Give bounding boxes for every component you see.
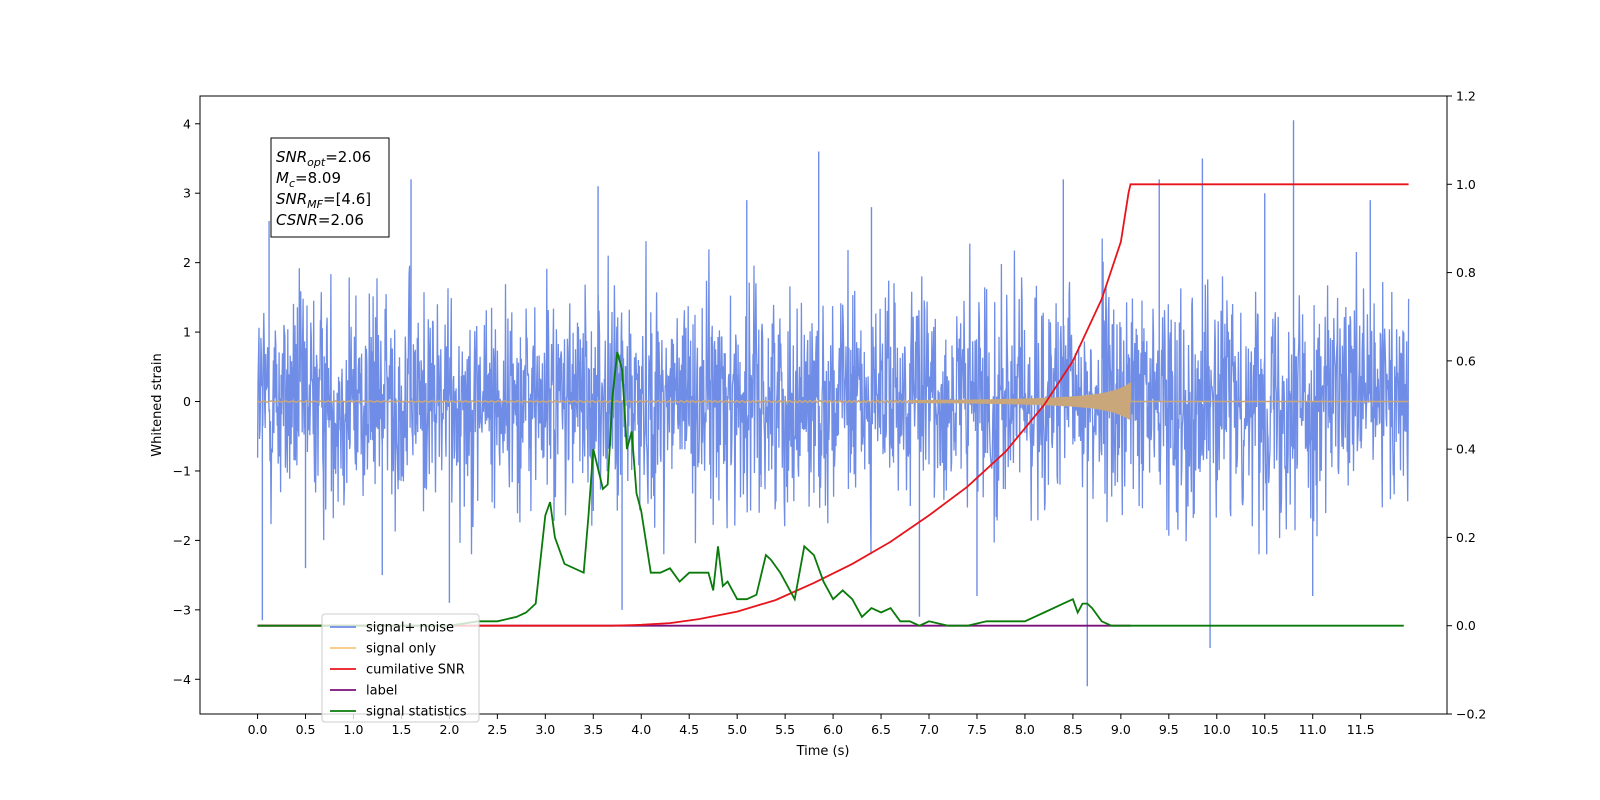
x-tick-label: 8.5 <box>1063 722 1083 737</box>
x-tick-label: 5.0 <box>727 722 747 737</box>
x-tick-label: 1.5 <box>391 722 411 737</box>
x-tick-label: 4.0 <box>631 722 651 737</box>
x-tick-label: 2.0 <box>439 722 459 737</box>
annotation-line: SNRMF=[4.6] <box>276 190 371 211</box>
x-axis-label: Time (s) <box>796 744 850 759</box>
signal-envelope <box>909 382 1131 421</box>
x-tick-label: 1.0 <box>344 722 364 737</box>
legend-entry: cumilative SNR <box>366 663 465 678</box>
y-tick-label: −2 <box>173 533 191 548</box>
annotation-line: CSNR=2.06 <box>276 211 364 229</box>
x-tick-label: 7.0 <box>919 722 939 737</box>
legend-entry: signal statistics <box>366 705 467 720</box>
plot-area <box>256 120 1410 687</box>
y-right-tick-label: 0.2 <box>1456 530 1476 545</box>
y-right-tick-label: 0.0 <box>1456 618 1476 633</box>
y-tick-label: −4 <box>173 672 191 687</box>
legend-entry: label <box>366 684 397 699</box>
x-tick-label: 11.0 <box>1299 722 1327 737</box>
x-tick-label: 9.5 <box>1159 722 1179 737</box>
noise-layer <box>256 120 1410 687</box>
x-tick-label: 2.5 <box>487 722 507 737</box>
annotation-frame <box>270 137 390 238</box>
x-tick-label: 6.0 <box>823 722 843 737</box>
x-tick-label: 6.5 <box>871 722 891 737</box>
legend-entry: signal only <box>366 642 436 657</box>
x-tick-label: 3.5 <box>583 722 603 737</box>
y-right-tick-label: 0.4 <box>1456 442 1476 457</box>
x-tick-label: 7.5 <box>967 722 987 737</box>
x-tick-label: 5.5 <box>775 722 795 737</box>
y-tick-label: −3 <box>173 602 191 617</box>
legend: signal+ noise signal only cumilative SNR la… <box>321 613 480 723</box>
x-tick-label: 4.5 <box>679 722 699 737</box>
x-tick-label: 3.0 <box>535 722 555 737</box>
x-tick-label: 9.0 <box>1111 722 1131 737</box>
x-tick-label: 8.0 <box>1015 722 1035 737</box>
y-tick-label: 4 <box>183 116 191 131</box>
series-line-signal-statistics <box>257 351 1404 627</box>
y-right-tick-label: 1.2 <box>1456 89 1476 104</box>
y-tick-label: −1 <box>173 463 191 478</box>
x-tick-label: 10.0 <box>1203 722 1231 737</box>
y-axis-left: −4 −3 −2 −1 0 1 2 3 4 <box>173 116 200 687</box>
x-tick-label: 0.5 <box>296 722 316 737</box>
x-axis: 0.0 0.5 1.0 1.5 2.0 2.5 3.0 3.5 4.0 4.5 5.0 5.5 6.0 6… <box>248 714 1375 737</box>
annotation-line: Mc=8.09 <box>276 169 341 190</box>
y-tick-label: 3 <box>183 186 191 201</box>
x-tick-label: 0.0 <box>248 722 268 737</box>
y-axis-label: Whitened strain <box>150 353 165 456</box>
y-right-tick-label: 0.8 <box>1456 265 1476 280</box>
x-tick-label: 11.5 <box>1347 722 1375 737</box>
y-axis-right: −0.2 0.0 0.2 0.4 0.6 0.8 1.0 1.2 <box>1447 89 1486 722</box>
y-tick-label: 0 <box>183 394 191 409</box>
signal-layer <box>257 382 1409 421</box>
plot-frame <box>199 95 1448 715</box>
y-right-tick-label: −0.2 <box>1456 707 1486 722</box>
annotation-line: SNRopt=2.06 <box>276 148 371 169</box>
legend-frame <box>321 613 480 723</box>
y-right-tick-label: 1.0 <box>1456 177 1476 192</box>
y-tick-label: 1 <box>183 325 191 340</box>
y-tick-label: 2 <box>183 255 191 270</box>
legend-entry: signal+ noise <box>366 621 454 636</box>
series-line-cumilative-snr <box>257 183 1409 627</box>
y-right-tick-label: 0.6 <box>1456 353 1476 368</box>
x-tick-label: 10.5 <box>1251 722 1279 737</box>
series-line-signal-noise <box>256 238 1410 555</box>
